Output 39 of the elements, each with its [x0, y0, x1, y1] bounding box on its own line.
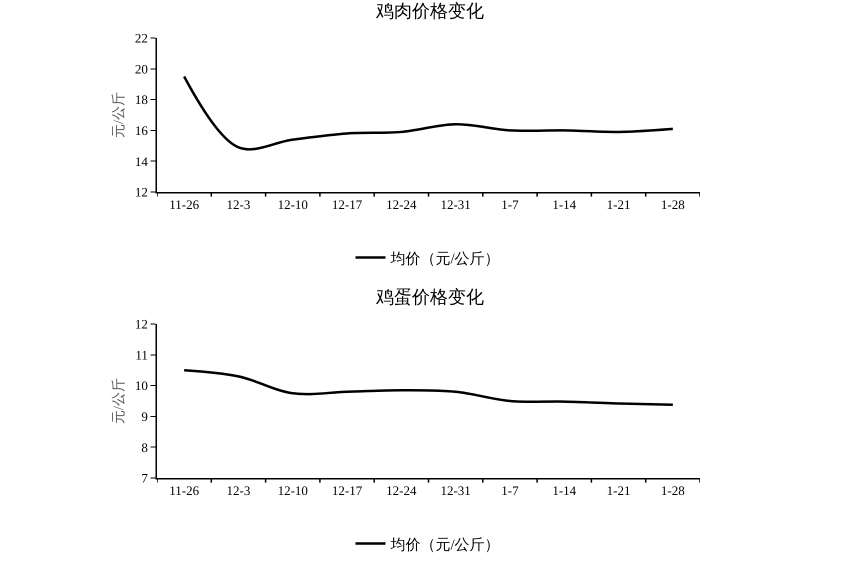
x-tick-label: 12-31	[440, 197, 471, 212]
chart-title: 鸡蛋价格变化	[375, 286, 484, 307]
chart-title: 鸡肉价格变化	[375, 0, 484, 21]
line-series	[182, 368, 674, 406]
x-tick-label: 12-3	[226, 197, 250, 212]
y-tick-label: 14	[134, 154, 148, 169]
y-tick-label: 7	[141, 470, 148, 486]
legend-label: 均价（元/公斤）	[390, 536, 500, 554]
y-tick-label: 20	[134, 61, 148, 76]
x-tick-label: 12-31	[440, 483, 471, 498]
x-tick-label: 12-3	[226, 483, 250, 498]
x-tick-label: 1-28	[660, 197, 685, 212]
x-tick-label: 12-24	[386, 197, 418, 212]
x-tick-label: 1-21	[606, 483, 630, 498]
x-tick-label: 12-10	[278, 197, 308, 212]
x-tick-label: 12-17	[332, 197, 363, 212]
y-tick-label: 12	[134, 184, 148, 200]
x-tick-label: 12-24	[386, 483, 418, 498]
y-tick-label: 18	[134, 92, 148, 108]
y-tick-label: 12	[134, 316, 148, 332]
x-tick-label: 1-28	[660, 483, 685, 498]
y-axis-title: 元/公斤	[110, 378, 127, 424]
y-tick-label: 10	[134, 378, 148, 394]
legend-label: 均价（元/公斤）	[390, 250, 500, 268]
x-tick-label: 1-7	[501, 483, 520, 498]
y-tick-label: 22	[134, 30, 148, 46]
y-tick-label: 11	[135, 347, 148, 362]
x-tick-label: 1-14	[552, 483, 577, 498]
x-tick-label: 1-14	[552, 197, 577, 212]
y-tick-label: 8	[141, 440, 148, 455]
y-tick-label: 9	[141, 408, 148, 424]
x-tick-label: 11-26	[169, 197, 200, 212]
x-tick-label: 1-7	[501, 197, 520, 212]
y-tick-label: 16	[134, 122, 148, 138]
y-axis-title: 元/公斤	[110, 92, 127, 138]
x-tick-label: 12-17	[332, 483, 363, 498]
x-tick-label: 1-21	[606, 197, 630, 212]
x-tick-label: 12-10	[278, 483, 308, 498]
x-tick-label: 11-26	[169, 483, 200, 498]
